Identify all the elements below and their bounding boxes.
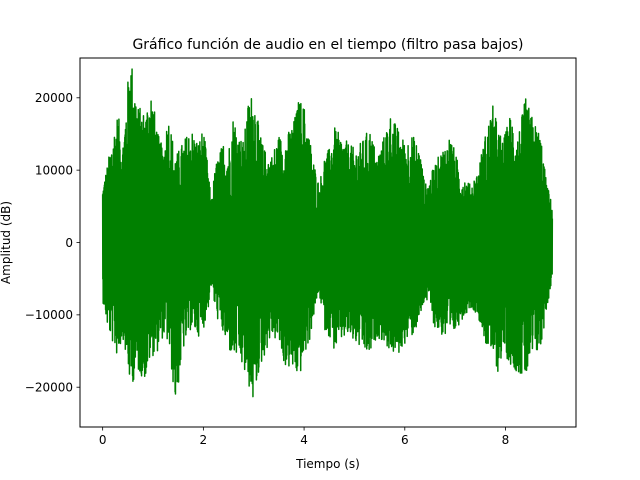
x-axis: 0 2 4 6 8 <box>99 427 509 447</box>
audio-signal-line <box>101 68 554 398</box>
y-tick-label: −10000 <box>25 308 73 322</box>
x-tick-label: 4 <box>300 433 308 447</box>
x-tick-label: 6 <box>401 433 409 447</box>
y-tick-label: 10000 <box>35 163 73 177</box>
x-tick-label: 0 <box>99 433 107 447</box>
y-tick-label: 20000 <box>35 91 73 105</box>
y-tick-label: −20000 <box>25 381 73 395</box>
x-tick-label: 2 <box>200 433 208 447</box>
x-axis-label: Tiempo (s) <box>295 457 360 471</box>
x-tick-label: 8 <box>502 433 510 447</box>
y-tick-label: 0 <box>65 236 73 250</box>
plot-area <box>101 68 554 398</box>
y-axis: −20000 −10000 0 10000 20000 <box>25 91 80 395</box>
y-axis-label: Amplitud (dB) <box>0 201 13 284</box>
chart-title: Gráfico función de audio en el tiempo (f… <box>132 37 523 53</box>
